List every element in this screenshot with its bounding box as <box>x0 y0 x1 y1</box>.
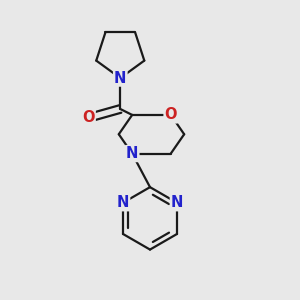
Text: N: N <box>171 195 183 210</box>
Text: N: N <box>126 146 138 161</box>
Text: O: O <box>82 110 95 125</box>
Text: O: O <box>165 107 177 122</box>
Text: N: N <box>114 70 127 86</box>
Text: N: N <box>117 195 129 210</box>
